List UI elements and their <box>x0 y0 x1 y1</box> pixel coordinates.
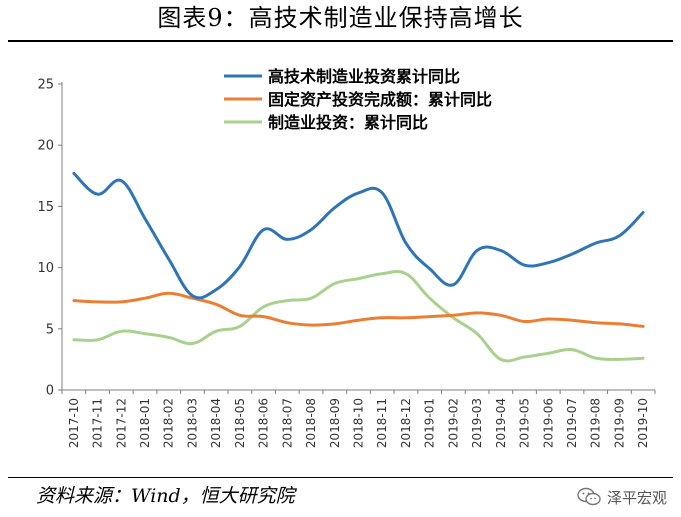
x-tick-label: 2018-07 <box>280 398 294 448</box>
x-tick-label: 2018-09 <box>328 398 342 448</box>
x-tick-label: 2018-04 <box>209 398 223 448</box>
x-tick-label: 2018-10 <box>352 398 366 448</box>
x-tick-label: 2018-03 <box>185 398 199 448</box>
watermark: 泽平宏观 <box>577 484 667 510</box>
x-tick-label: 2019-07 <box>565 398 579 448</box>
x-tick-label: 2017-10 <box>67 398 81 448</box>
x-tick-label: 2019-01 <box>423 398 437 448</box>
wechat-icon <box>577 487 601 506</box>
x-tick-label: 2018-02 <box>162 398 176 448</box>
watermark-text: 泽平宏观 <box>606 488 667 507</box>
chart-title: 图表9：高技术制造业保持高增长 <box>157 4 524 32</box>
x-tick-label: 2018-12 <box>399 398 413 448</box>
x-tick-label: 2019-02 <box>446 398 460 448</box>
y-tick-label: 5 <box>46 322 54 337</box>
x-tick-label: 2018-08 <box>304 398 318 448</box>
x-tick-label: 2019-10 <box>636 398 650 448</box>
series-line-3 <box>72 270 645 363</box>
series-line-2 <box>72 291 645 328</box>
x-tick-label: 2017-12 <box>114 398 128 448</box>
x-tick-label: 2019-06 <box>541 398 555 448</box>
legend-label-1: 高技术制造业投资累计同比 <box>268 67 460 86</box>
chart-axes <box>58 82 656 394</box>
x-tick-label: 2018-11 <box>375 398 389 448</box>
legend-label-2: 固定资产投资完成额：累计同比 <box>268 90 492 109</box>
series-line-1 <box>72 171 645 300</box>
x-tick-label: 2017-11 <box>91 398 105 448</box>
y-tick-label: 0 <box>46 384 54 399</box>
y-tick-label: 25 <box>37 78 54 93</box>
x-tick-label: 2018-06 <box>257 398 271 448</box>
source-note: 资料来源：Wind，恒大研究院 <box>36 485 295 507</box>
x-tick-labels: 2017-10 2017-11 2017-12 2018-01 2018-02 2018-… <box>67 398 650 448</box>
title-divider <box>8 40 673 42</box>
series-lines <box>72 171 645 363</box>
legend-label-3: 制造业投资：累计同比 <box>268 113 428 132</box>
x-tick-label: 2018-05 <box>233 398 247 448</box>
x-tick-label: 2019-05 <box>518 398 532 448</box>
x-tick-label: 2018-01 <box>138 398 152 448</box>
footer-divider <box>8 477 673 478</box>
x-tick-label: 2019-09 <box>612 398 626 448</box>
y-tick-labels: 0 5 10 15 20 25 <box>37 78 54 399</box>
x-tick-label: 2019-03 <box>470 398 484 448</box>
y-tick-label: 15 <box>37 200 54 215</box>
x-tick-label: 2019-08 <box>589 398 603 448</box>
y-tick-label: 20 <box>37 139 54 154</box>
x-tick-label: 2019-04 <box>494 398 508 448</box>
y-tick-label: 10 <box>37 261 54 276</box>
